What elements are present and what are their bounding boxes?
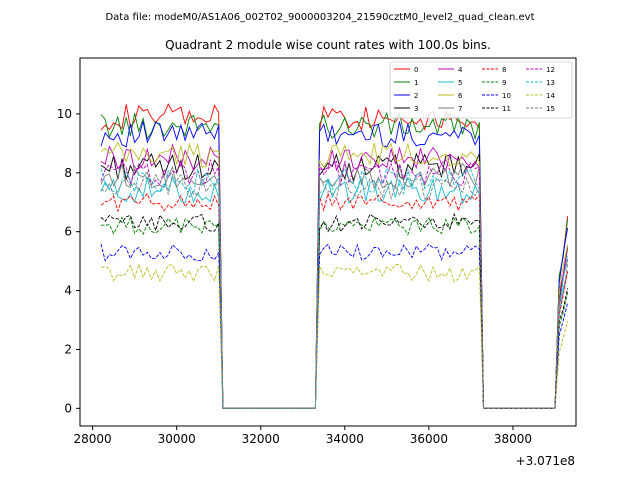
y-axis: 0 2 4 6 8 10	[57, 107, 80, 415]
data-file-header: Data file: modeM0/AS1A06_002T02_90000032…	[105, 12, 534, 23]
legend-label-9: 9	[502, 79, 506, 87]
series-line-7	[100, 161, 569, 409]
legend-label-13: 13	[546, 79, 555, 87]
legend-label-11: 11	[502, 105, 511, 113]
legend-label-2: 2	[414, 92, 418, 100]
x-tick-label: 32000	[242, 432, 280, 446]
legend-label-12: 12	[546, 66, 555, 74]
y-tick-label: 8	[64, 166, 72, 180]
legend-label-5: 5	[458, 79, 462, 87]
legend-label-10: 10	[502, 92, 511, 100]
legend-label-3: 3	[414, 105, 418, 113]
y-tick-label: 0	[64, 401, 72, 415]
legend-label-1: 1	[414, 79, 418, 87]
y-tick-label: 10	[57, 107, 72, 121]
legend-label-14: 14	[546, 92, 555, 100]
series-line-11	[100, 212, 569, 409]
series-line-9	[100, 216, 569, 409]
chart-title: Quadrant 2 module wise count rates with …	[165, 38, 491, 52]
series-line-10	[100, 243, 569, 409]
x-tick-label: 36000	[410, 432, 448, 446]
series-line-5	[100, 176, 569, 409]
y-tick-label: 4	[64, 284, 72, 298]
series-line-13	[100, 167, 569, 409]
y-tick-label: 2	[64, 342, 72, 356]
x-tick-label: 38000	[494, 432, 532, 446]
x-tick-label: 28000	[74, 432, 112, 446]
series-line-12	[100, 158, 569, 409]
series-layer	[100, 103, 569, 409]
legend-label-15: 15	[546, 105, 555, 113]
series-line-15	[100, 173, 569, 409]
legend-label-4: 4	[458, 66, 463, 74]
legend-label-6: 6	[458, 92, 463, 100]
legend-label-0: 0	[414, 66, 418, 74]
legend-label-8: 8	[502, 66, 506, 74]
series-line-8	[100, 191, 569, 409]
x-tick-label: 30000	[158, 432, 196, 446]
y-tick-label: 6	[64, 225, 72, 239]
plot-frame	[79, 57, 577, 427]
legend-box	[389, 61, 573, 119]
x-tick-label: 34000	[326, 432, 364, 446]
series-line-14	[100, 262, 569, 409]
series-line-1	[100, 111, 569, 409]
legend-label-7: 7	[458, 105, 462, 113]
x-offset-label: +3.071e8	[516, 454, 575, 468]
x-axis: 28000 30000 32000 34000 36000 38000	[74, 426, 532, 446]
